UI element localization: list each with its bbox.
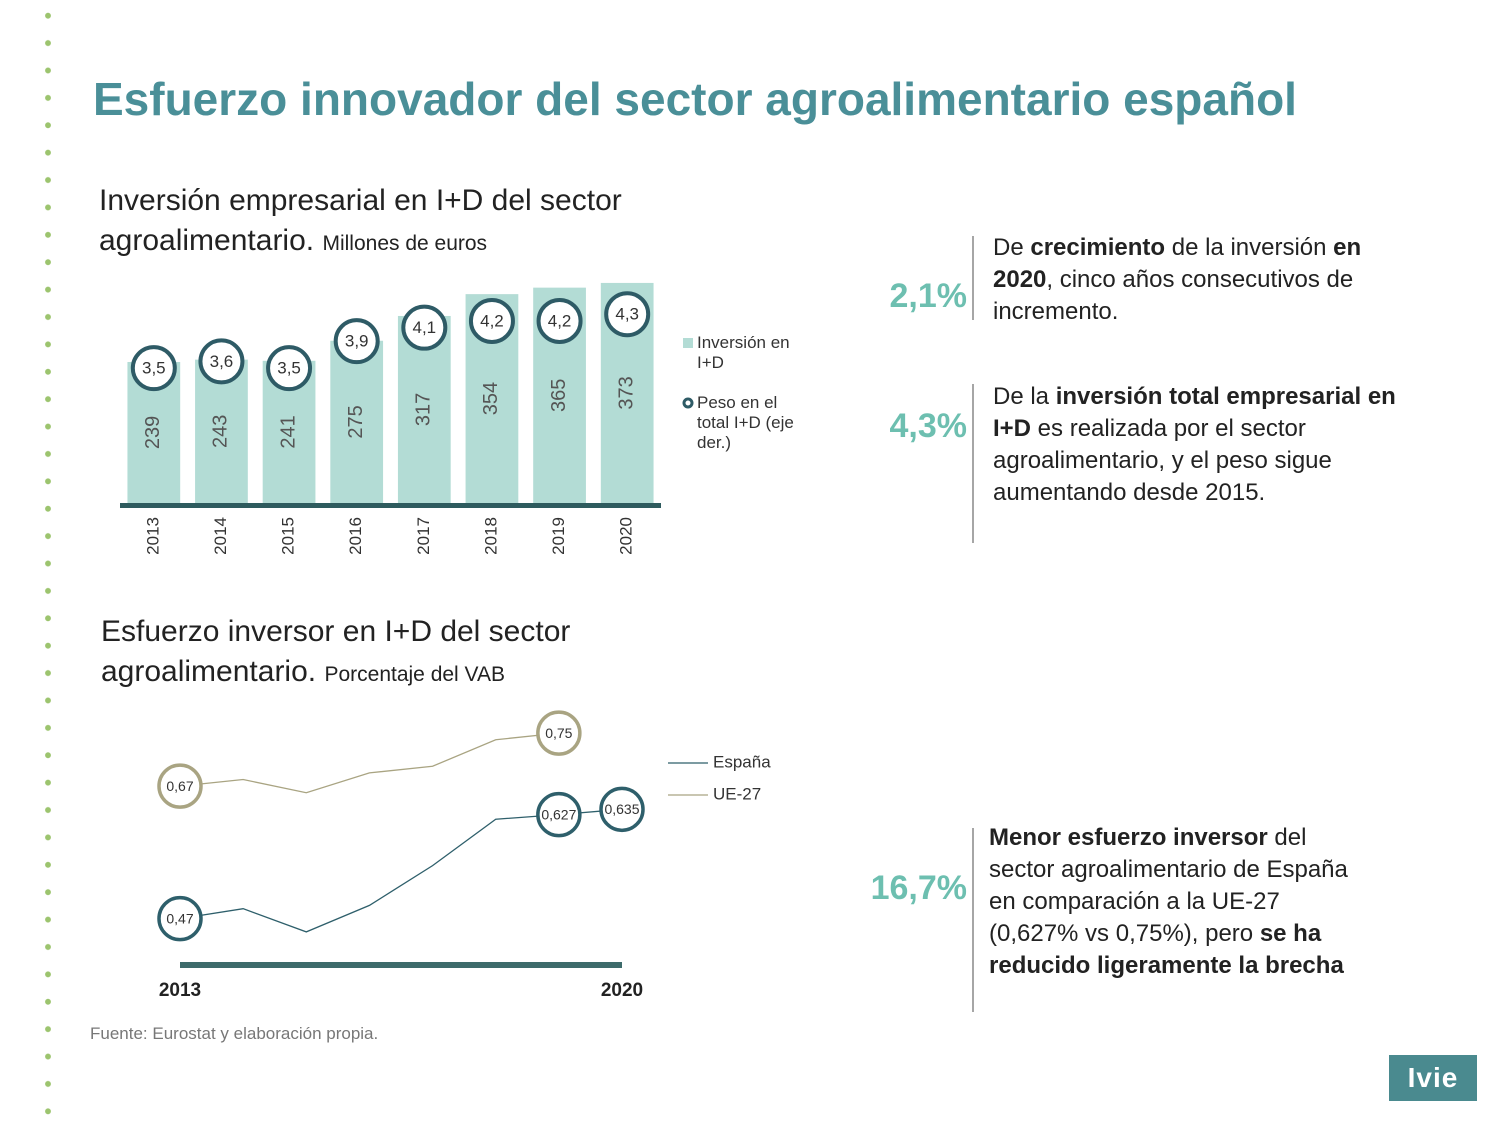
highlight-bold: Menor esfuerzo inversor: [989, 824, 1268, 851]
point-label: 0,67: [166, 778, 193, 794]
share-marker: [604, 291, 651, 338]
x-tick-label: 2018: [481, 517, 500, 555]
page-title: Esfuerzo innovador del sector agroalimen…: [93, 73, 1297, 125]
point-label: 0,47: [166, 910, 193, 926]
bar-value-label: 317: [413, 393, 435, 426]
share-label: 3,5: [277, 359, 301, 378]
legend-marker: [682, 397, 694, 409]
share-marker: [266, 345, 313, 392]
logo: Ivie: [1389, 1055, 1477, 1101]
share-marker: [536, 297, 583, 344]
highlight-span: de la inversión: [1165, 234, 1334, 261]
chart-title: Inversión empresarial en I+D del sector …: [99, 181, 699, 264]
baseline: [180, 962, 622, 968]
highlight-span: De: [993, 234, 1031, 261]
x-tick-label: 2017: [414, 517, 433, 555]
bar-value-label: 373: [615, 376, 637, 409]
highlight-value: 4,3%: [889, 407, 968, 445]
dotted-border: [44, 2, 52, 1117]
share-label: 4,3: [615, 305, 639, 324]
share-marker: [198, 338, 245, 385]
share-marker: [333, 318, 380, 365]
share-label: 3,9: [345, 332, 369, 351]
x-tick-label: 2015: [279, 517, 298, 555]
bar-value-label: 365: [548, 379, 570, 412]
highlight-text: De crecimiento de la inversión en 2020, …: [993, 232, 1393, 328]
highlight-value: 16,7%: [870, 869, 967, 907]
x-tick-label: 2020: [617, 517, 636, 555]
share-marker: [468, 297, 515, 344]
highlight-text: De la inversión total empresarial en I+D…: [993, 381, 1403, 509]
legend-label: Peso en el total I+D (eje der.): [697, 393, 794, 452]
baseline: [120, 503, 661, 508]
point-label: 0,635: [604, 801, 639, 817]
highlight-span: De la: [993, 383, 1056, 410]
point-marker: [536, 791, 582, 838]
x-tick-label: 2013: [143, 517, 162, 555]
highlight-text: Menor esfuerzo inversor del sector agroa…: [989, 822, 1359, 982]
x-tick-label: 2019: [549, 517, 568, 555]
bar-value-label: 243: [210, 415, 232, 448]
chart-title-text: Esfuerzo inversor en I+D del sector agro…: [101, 615, 571, 688]
share-label: 3,5: [142, 359, 166, 378]
chart-title: Esfuerzo inversor en I+D del sector agro…: [101, 612, 661, 695]
share-marker: [130, 345, 177, 392]
x-tick-label: 2014: [211, 517, 230, 555]
line: [179, 732, 559, 794]
x-tick-label: 2013: [159, 980, 201, 1001]
point-marker: [536, 710, 582, 756]
point-label: 0,75: [545, 725, 572, 741]
point-marker: [157, 763, 203, 809]
highlight-bold: crecimiento: [1030, 234, 1166, 261]
bar-value-label: 241: [277, 415, 299, 448]
highlight-span: del sector agroalimentario de España en …: [989, 824, 1348, 947]
chart-title-text: Inversión empresarial en I+D del sector …: [99, 184, 622, 257]
share-label: 4,1: [412, 318, 436, 337]
highlight-bold: inversión total empresarial en I+D: [993, 383, 1396, 442]
bar: [330, 340, 384, 503]
source: Fuente: Eurostat y elaboración propia.: [90, 1024, 379, 1043]
chart-subtitle: Millones de euros: [322, 232, 488, 255]
share-label: 4,2: [548, 311, 572, 330]
x-tick-label: 2020: [601, 980, 643, 1001]
highlight-bold: se ha reducido ligeramente la brecha: [989, 920, 1344, 979]
legend-marker: [683, 338, 693, 348]
legend-label: Inversión en I+D: [697, 333, 790, 372]
point-label: 0,627: [541, 806, 576, 822]
share-label: 4,2: [480, 311, 504, 330]
bar-value-label: 239: [142, 416, 164, 449]
chart-subtitle: Porcentaje del VAB: [324, 663, 506, 686]
share-label: 3,6: [210, 352, 234, 371]
highlight-span: es realizada por el sector agroalimentar…: [993, 415, 1332, 506]
legend-label: UE-27: [713, 784, 761, 803]
bar-value-label: 275: [345, 405, 367, 438]
x-tick-label: 2016: [346, 517, 365, 555]
highlight-span: , cinco años consecutivos de incremento.: [993, 266, 1354, 325]
highlight-bold: en 2020: [993, 234, 1362, 293]
share-marker: [401, 304, 448, 351]
point-marker: [157, 895, 203, 942]
bar-value-label: 354: [480, 382, 502, 415]
highlight-value: 2,1%: [889, 277, 968, 315]
legend-label: España: [713, 752, 771, 771]
point-marker: [599, 786, 645, 833]
